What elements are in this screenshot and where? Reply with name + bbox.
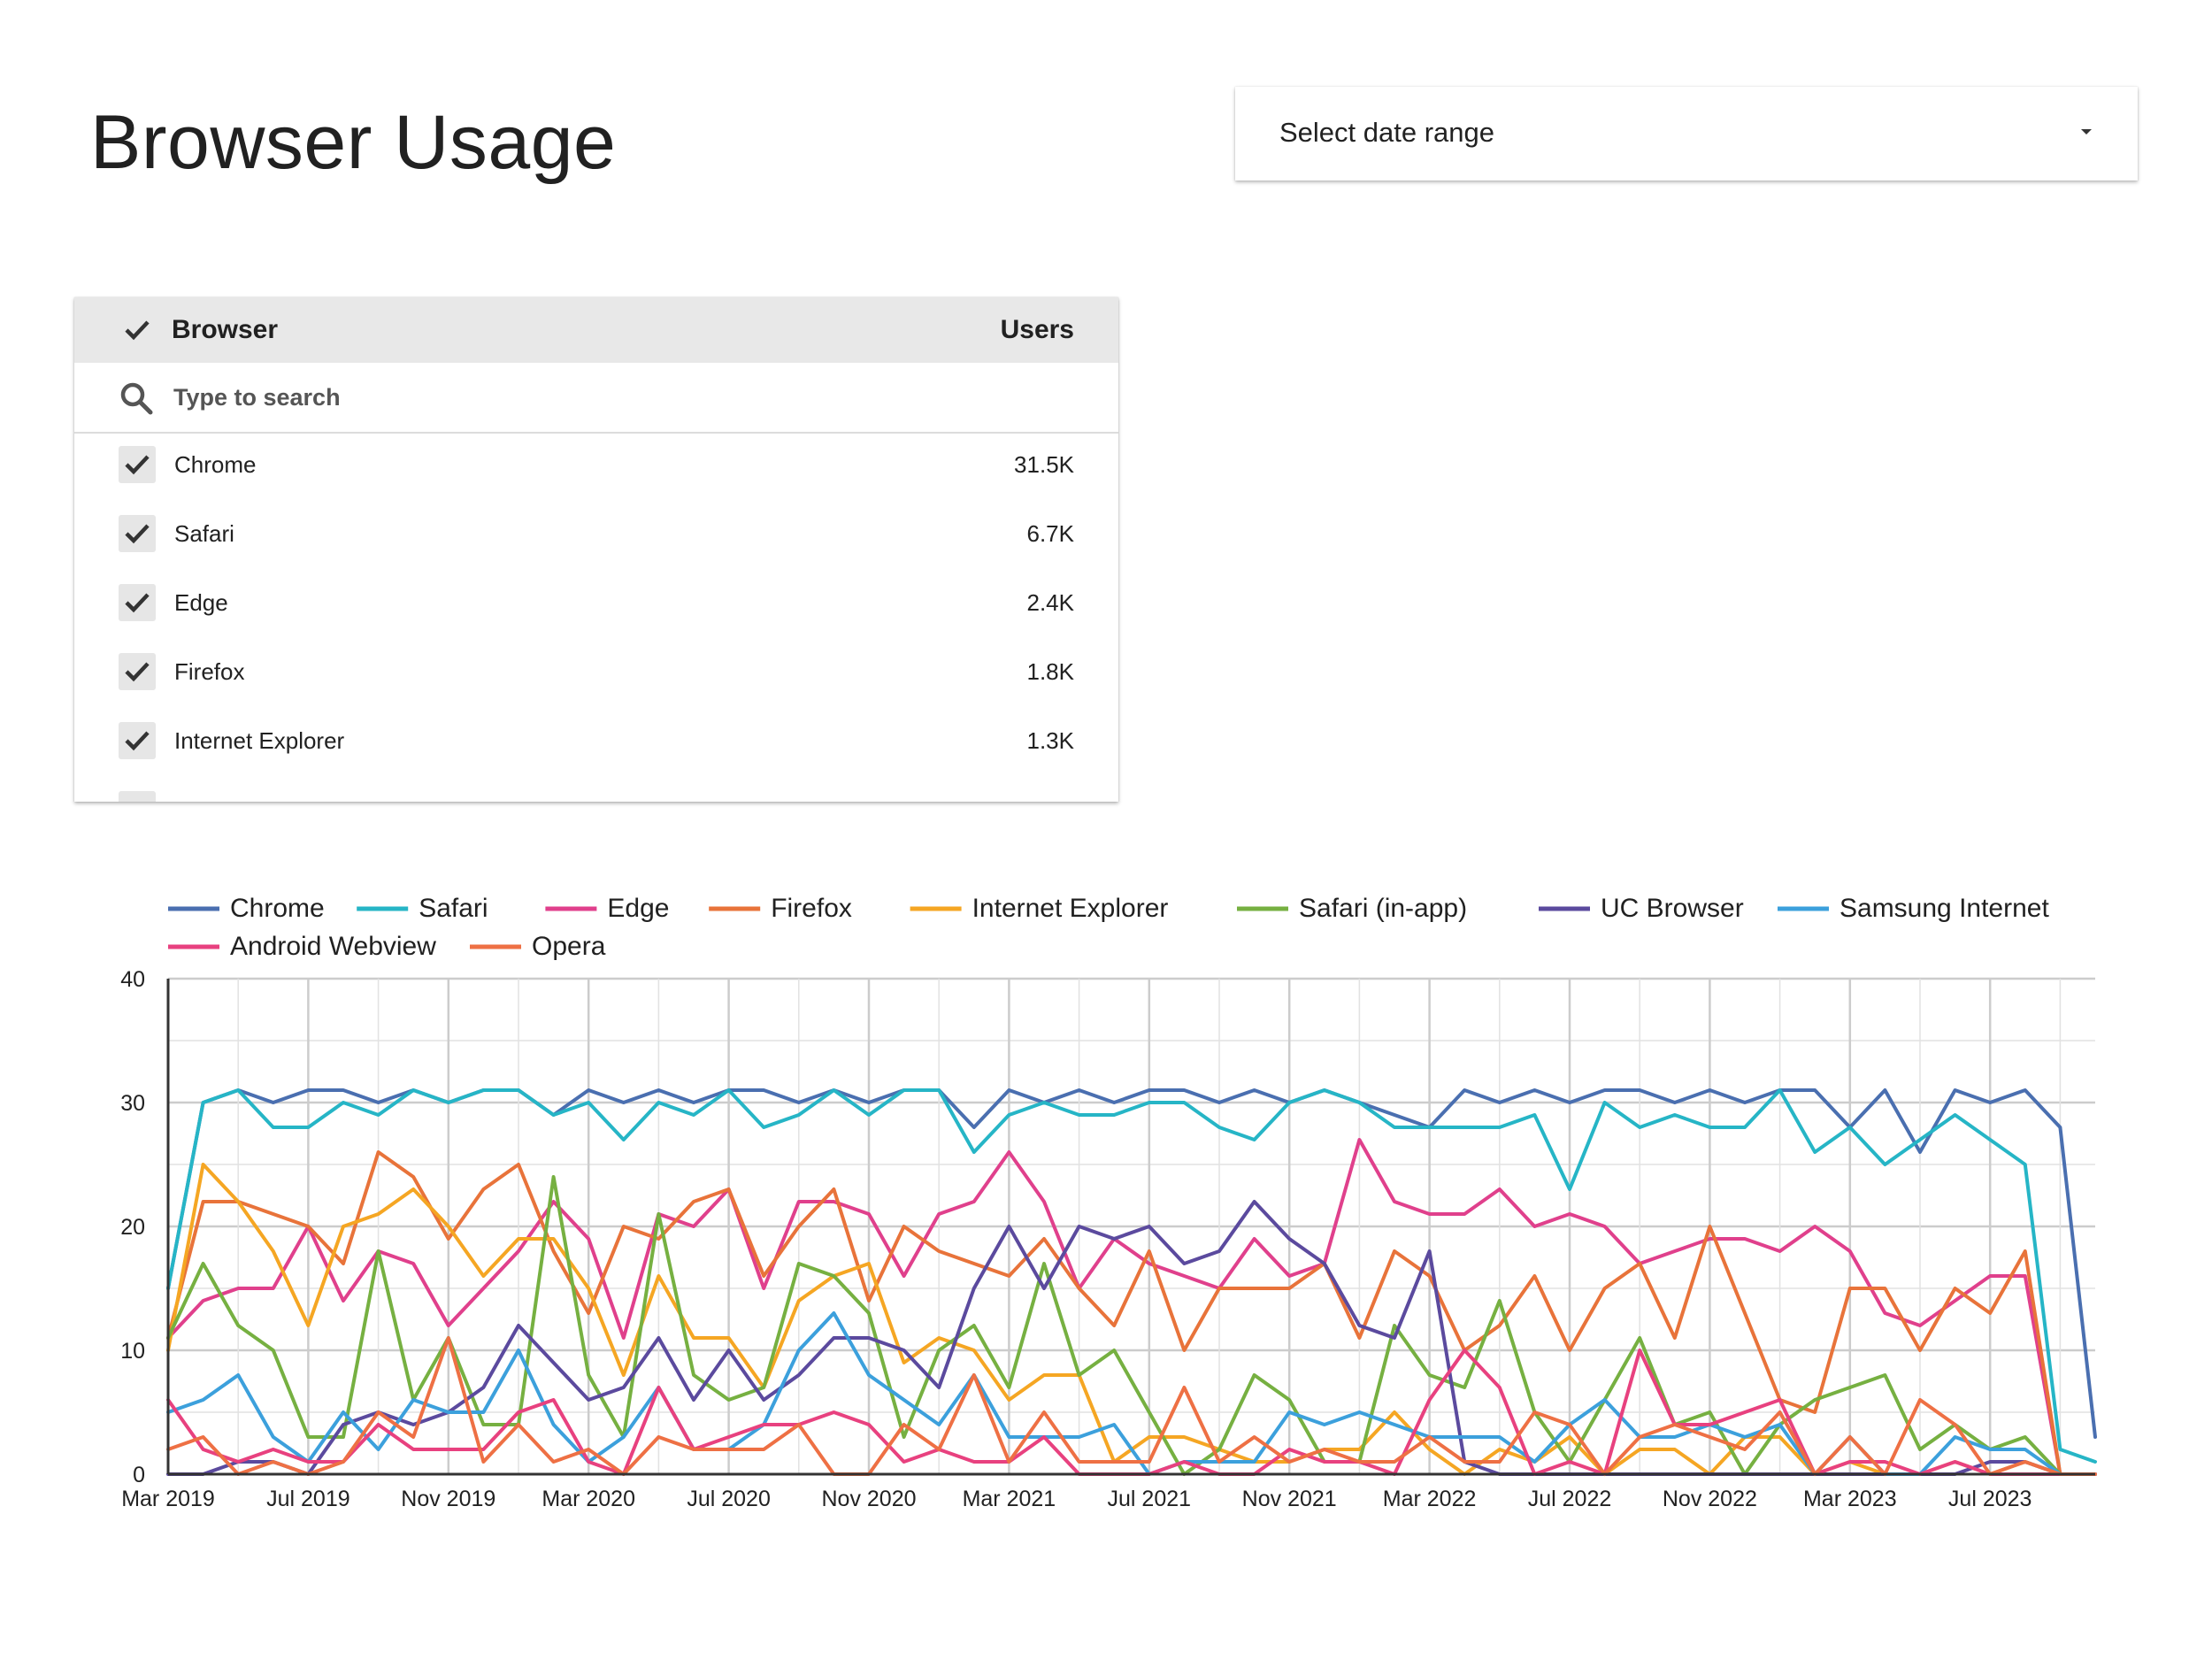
filter-search [74,363,1118,434]
browser-name: Edge [174,589,228,616]
series-line-firefox [166,1150,2097,1476]
date-range-label: Select date range [1279,117,1495,148]
x-tick-label: Nov 2022 [1663,1487,1757,1511]
chart-svg: 0 10 20 30 40 Mar 2019 Jul 2019 Nov 2019 Mar 202… [120,894,2097,1511]
date-range-dropdown[interactable]: Select date range [1235,87,2138,181]
row-checkbox[interactable] [119,515,156,552]
x-tick-label: Mar 2019 [121,1487,215,1511]
browser-filter-panel: Browser Users Chrome 31.5K Safari 6.7K Edge 2… [74,297,1118,802]
x-tick-label: Jul 2021 [1108,1487,1192,1511]
column-header-users[interactable]: Users [1000,315,1074,344]
filter-row[interactable]: Edge 2.4K [74,570,1118,639]
x-tick-label: Jul 2019 [266,1487,350,1511]
y-tick-label: 0 [133,1463,145,1487]
browser-users: 1.8K [1026,658,1075,685]
search-icon [120,382,153,415]
x-tick-label: Mar 2021 [963,1487,1056,1511]
checkmark-icon [125,731,150,751]
filter-row[interactable]: Chrome 31.5K [74,432,1118,501]
checkmark-icon [125,524,150,544]
series-line-internet-explorer [166,1163,2097,1476]
row-checkbox[interactable] [119,653,156,690]
series-line-uc-browser [166,1200,2097,1476]
y-tick-label: 20 [120,1215,145,1240]
legend-label: Opera [532,932,606,961]
legend-label: Edge [607,894,669,923]
search-input[interactable] [172,379,795,416]
checkmark-icon [125,455,150,475]
x-tick-label: Mar 2022 [1383,1487,1477,1511]
browser-users: 6.7K [1026,520,1075,547]
x-tick-label: Nov 2020 [821,1487,916,1511]
series-line-safari [166,1088,2097,1464]
select-all-checkbox[interactable] [119,311,156,349]
x-tick-label: Nov 2021 [1242,1487,1337,1511]
checkmark-icon [125,320,150,341]
checkmark-icon [125,662,150,682]
row-checkbox[interactable] [119,446,156,483]
legend-label: UC Browser [1601,894,1744,923]
filter-row[interactable]: Safari 6.7K [74,501,1118,570]
checkmark-icon [125,593,150,613]
legend-label: Internet Explorer [972,894,1169,923]
browser-name: Firefox [174,658,245,685]
filter-row[interactable]: Internet Explorer 1.3K [74,708,1118,777]
dropdown-caret-icon [2081,129,2092,134]
y-tick-label: 10 [120,1339,145,1364]
y-tick-label: 40 [120,967,145,992]
x-tick-label: Mar 2023 [1803,1487,1897,1511]
x-tick-label: Jul 2022 [1528,1487,1612,1511]
page-title: Browser Usage [90,100,617,185]
series-line-opera [166,1336,2097,1476]
row-checkbox[interactable] [119,791,156,802]
filter-header: Browser Users [74,297,1118,363]
row-checkbox[interactable] [119,584,156,621]
x-tick-label: Mar 2020 [541,1487,635,1511]
x-tick-label: Jul 2023 [1948,1487,2032,1511]
x-tick-label: Jul 2020 [687,1487,771,1511]
series-line-safari-in-app [166,1175,2097,1476]
series-line-edge [166,1138,2097,1476]
browser-usage-line-chart: 0 10 20 30 40 Mar 2019 Jul 2019 Nov 2019 Mar 202… [0,876,2212,1549]
browser-users: 31.5K [1014,451,1074,478]
legend-label: Android Webview [230,932,436,961]
legend-label: Firefox [771,894,852,923]
browser-name: Internet Explorer [174,727,345,754]
y-tick-label: 30 [120,1091,145,1116]
column-header-browser[interactable]: Browser [172,315,279,344]
series-line-samsung-internet [166,1311,2097,1476]
browser-users: 1.3K [1026,727,1075,754]
series-line-chrome [166,1088,2097,1439]
row-checkbox[interactable] [119,722,156,759]
legend-label: Safari (in-app) [1299,894,1467,923]
x-tick-label: Nov 2019 [401,1487,495,1511]
browser-name: Safari [174,520,234,547]
legend-label: Samsung Internet [1839,894,2049,923]
browser-name: Chrome [174,451,257,478]
filter-row[interactable]: Firefox 1.8K [74,639,1118,708]
legend-label: Safari [419,894,488,923]
legend-label: Chrome [230,894,325,923]
browser-users: 2.4K [1026,589,1075,616]
